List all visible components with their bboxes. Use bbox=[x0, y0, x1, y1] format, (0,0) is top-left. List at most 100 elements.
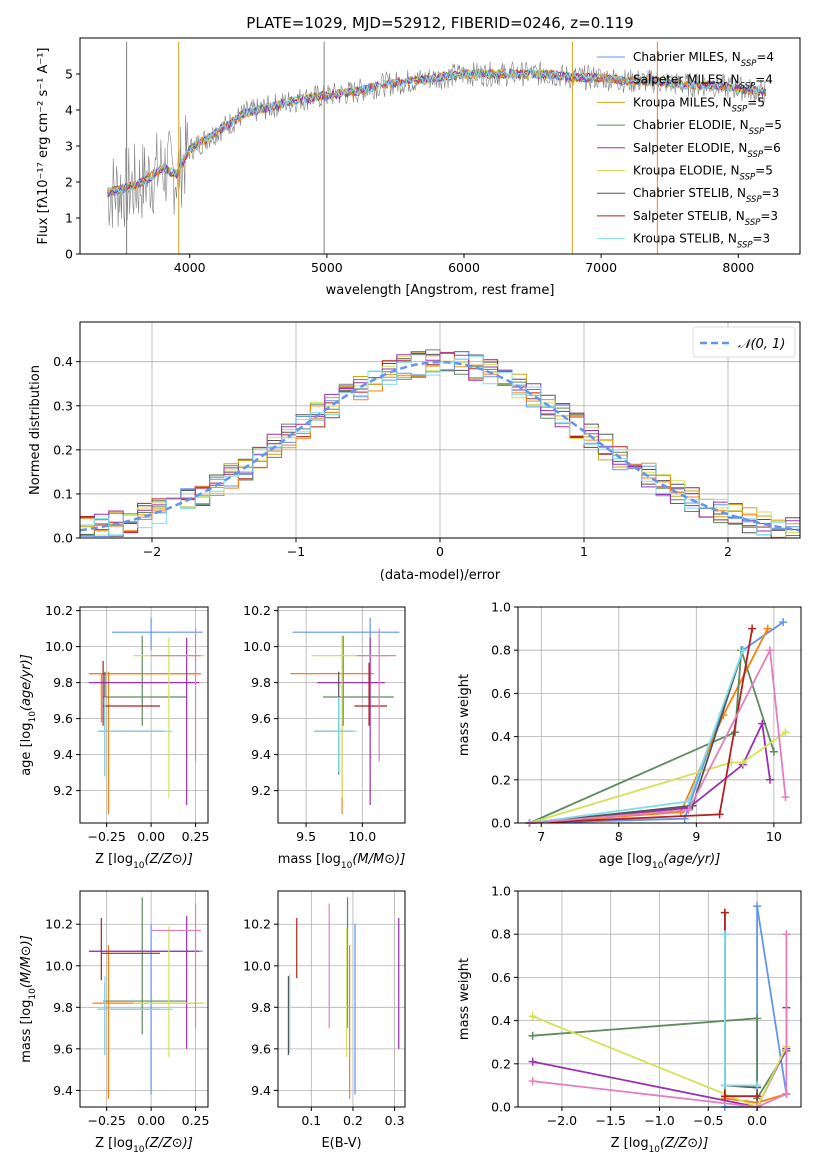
model-spectrum-3 bbox=[107, 68, 767, 198]
x-tick-label: 0.2 bbox=[343, 1113, 363, 1128]
legend-label-sub: SSP bbox=[737, 241, 753, 251]
y-tick-label: 0.4 bbox=[53, 354, 73, 369]
weight-line-8 bbox=[532, 934, 788, 1108]
weight-line-8 bbox=[529, 647, 787, 824]
y-tick-label: 9.2 bbox=[251, 783, 271, 798]
xlabel-main: Z [log bbox=[95, 1136, 133, 1151]
x-tick-label: 0.1 bbox=[301, 1113, 321, 1128]
y-tick-label: 0.6 bbox=[491, 686, 511, 701]
weight-marker bbox=[720, 1092, 729, 1101]
y-tick-label: 10.0 bbox=[243, 639, 271, 654]
x-tick-label: 0.25 bbox=[182, 1113, 210, 1128]
x-tick-label: 0 bbox=[436, 544, 444, 559]
legend-label-sub: SSP bbox=[741, 59, 757, 69]
y-tick-label: 0.8 bbox=[491, 927, 511, 942]
spectrum-ylabel: Flux [fλ10⁻¹⁷ erg cm⁻² s⁻¹ A⁻¹] bbox=[36, 48, 51, 245]
weight-vs-age-plot-area bbox=[518, 606, 801, 827]
x-tick-label: −0.25 bbox=[88, 1113, 126, 1128]
legend-label-tail: =4 bbox=[755, 73, 773, 87]
y-tick-label: 10.0 bbox=[45, 958, 73, 973]
x-tick-label: 2 bbox=[724, 544, 732, 559]
y-tick-label: 10.2 bbox=[45, 917, 73, 932]
y-tick-label: 0 bbox=[65, 247, 73, 262]
x-tick-label: −0.5 bbox=[693, 1113, 723, 1128]
ylabel-sub: 10 bbox=[28, 988, 38, 1000]
legend-label-tail: =6 bbox=[763, 141, 781, 155]
residual-histogram-4 bbox=[80, 351, 800, 539]
x-tick-label: −0.25 bbox=[88, 829, 126, 844]
legend-label-main: Kroupa ELODIE, N bbox=[633, 164, 740, 178]
residual-plot-area bbox=[79, 322, 801, 539]
weight-marker bbox=[528, 1012, 537, 1021]
weight-line-0 bbox=[724, 905, 788, 1108]
age-vs-metallicity-panel: −0.25 0.00 0.259.29.49.69.810.010.2Z [log1… bbox=[19, 603, 209, 871]
weight-line-6 bbox=[724, 912, 758, 1098]
weight-vs-Z-frame bbox=[517, 890, 802, 1108]
legend-label-tail: =3 bbox=[762, 186, 780, 200]
weight-vs-Z-plot-area bbox=[518, 890, 801, 1111]
legend-label-sub: SSP bbox=[732, 104, 748, 114]
y-tick-label: 10.0 bbox=[243, 958, 271, 973]
x-tick-label: 9 bbox=[692, 829, 700, 844]
weight-marker bbox=[748, 624, 757, 633]
legend-label-6: Chabrier STELIB, NSSP=3 bbox=[633, 186, 779, 205]
weight-marker bbox=[769, 747, 778, 756]
legend-label-7: Salpeter STELIB, NSSP=3 bbox=[633, 209, 778, 228]
weight-marker bbox=[781, 793, 790, 802]
age-vs-Z-plot-area bbox=[80, 607, 208, 823]
ylabel-main: age [log bbox=[19, 723, 34, 776]
weight-marker bbox=[528, 1057, 537, 1066]
x-tick-label: 0.3 bbox=[385, 1113, 405, 1128]
residual-xlabel: (data-model)/error bbox=[380, 568, 501, 583]
weight-vs-age-ylabel: mass weight bbox=[457, 674, 472, 756]
weight-marker bbox=[753, 1014, 762, 1023]
x-tick-label: 7 bbox=[537, 829, 545, 844]
x-tick-label: 4000 bbox=[174, 260, 206, 275]
mass-vs-extinction-panel: 0.1 0.2 0.3 9.4 9.6 9.8 10.0 10.2 E(B-V) bbox=[243, 890, 406, 1151]
y-tick-label: 3 bbox=[65, 139, 73, 154]
legend-label-8: Kroupa STELIB, NSSP=3 bbox=[633, 232, 770, 251]
legend-label-sub: SSP bbox=[747, 150, 763, 160]
legend-label-4: Salpeter ELODIE, NSSP=6 bbox=[633, 141, 781, 160]
y-tick-label: 9.4 bbox=[251, 1083, 271, 1098]
y-tick-label: 9.8 bbox=[251, 675, 271, 690]
legend-label-sub: SSP bbox=[745, 218, 761, 228]
y-tick-label: 0.2 bbox=[491, 772, 511, 787]
y-tick-label: 2 bbox=[65, 175, 73, 190]
x-tick-label: 6000 bbox=[448, 260, 480, 275]
y-tick-label: 10.0 bbox=[45, 639, 73, 654]
y-tick-label: 9.4 bbox=[251, 747, 271, 762]
age-vs-Z-xlabel: Z [log10(Z/Z⊙)] bbox=[95, 852, 193, 871]
legend-label-tail: =3 bbox=[760, 209, 778, 223]
xlabel-tail: (Z/Z⊙)] bbox=[145, 1136, 193, 1151]
xlabel-sub: 10 bbox=[652, 861, 664, 871]
x-tick-label: 10 bbox=[766, 829, 782, 844]
age-vs-mass-xlabel: mass [log10(M/M⊙)] bbox=[278, 852, 406, 871]
xlabel-main: age [log bbox=[599, 852, 652, 867]
weight-line-3 bbox=[529, 720, 771, 824]
weight-marker bbox=[779, 618, 788, 627]
mass-vs-ebv-xlabel: E(B-V) bbox=[321, 1136, 361, 1151]
mass-vs-Z-ylabel: mass [log10(M/M⊙)] bbox=[19, 935, 38, 1063]
weight-vs-metallicity-panel: −2.0 −1.5 −1.0 −0.5 0.0 0.0 0.2 0.4 0.6 0.8 1.0 Z [… bbox=[457, 884, 802, 1155]
legend-label-tail: =5 bbox=[764, 118, 782, 132]
weight-marker bbox=[765, 775, 774, 784]
xlabel-tail: (Z/Z⊙)] bbox=[660, 1136, 708, 1151]
x-tick-label: −2 bbox=[143, 544, 161, 559]
residual-histogram-8 bbox=[80, 354, 800, 539]
weight-marker bbox=[781, 728, 790, 737]
age-vs-Z-ylabel: age [log10(age/yr)] bbox=[19, 654, 38, 776]
legend-label-main: Salpeter ELODIE, N bbox=[633, 141, 747, 155]
x-tick-label: 8 bbox=[615, 829, 623, 844]
legend-label-main: Salpeter MILES, N bbox=[633, 73, 740, 87]
age-vs-mass-plot-area bbox=[278, 607, 405, 823]
weight-vs-Z-xlabel: Z [log10(Z/Z⊙)] bbox=[611, 1136, 709, 1155]
legend-label-5: Kroupa ELODIE, NSSP=5 bbox=[633, 164, 773, 183]
residual-panel: −2 −1 0 1 2 0.0 0.1 0.2 0.3 0.4 (data-model)/erro… bbox=[28, 321, 801, 583]
y-tick-label: 0.1 bbox=[53, 486, 73, 501]
legend-label-main: Kroupa STELIB, N bbox=[633, 232, 737, 246]
y-tick-label: 9.4 bbox=[53, 1083, 73, 1098]
weight-marker bbox=[782, 930, 791, 939]
